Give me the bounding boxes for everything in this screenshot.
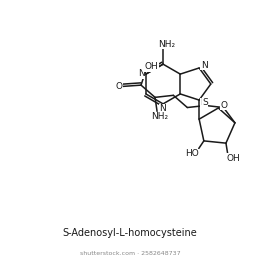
Text: HO: HO	[186, 149, 199, 158]
Text: NH₂: NH₂	[158, 40, 176, 49]
Text: OH: OH	[227, 154, 240, 163]
Text: N: N	[201, 61, 207, 70]
Text: N: N	[200, 98, 207, 107]
Text: O: O	[221, 101, 228, 110]
Text: S: S	[202, 98, 208, 107]
Text: N: N	[159, 104, 166, 113]
Text: shutterstock.com · 2582648737: shutterstock.com · 2582648737	[80, 251, 180, 256]
Text: N: N	[138, 69, 145, 78]
Text: O: O	[115, 82, 122, 91]
Text: OH: OH	[144, 62, 158, 71]
Text: NH₂: NH₂	[152, 113, 169, 122]
Text: S-Adenosyl-L-homocysteine: S-Adenosyl-L-homocysteine	[63, 228, 197, 238]
